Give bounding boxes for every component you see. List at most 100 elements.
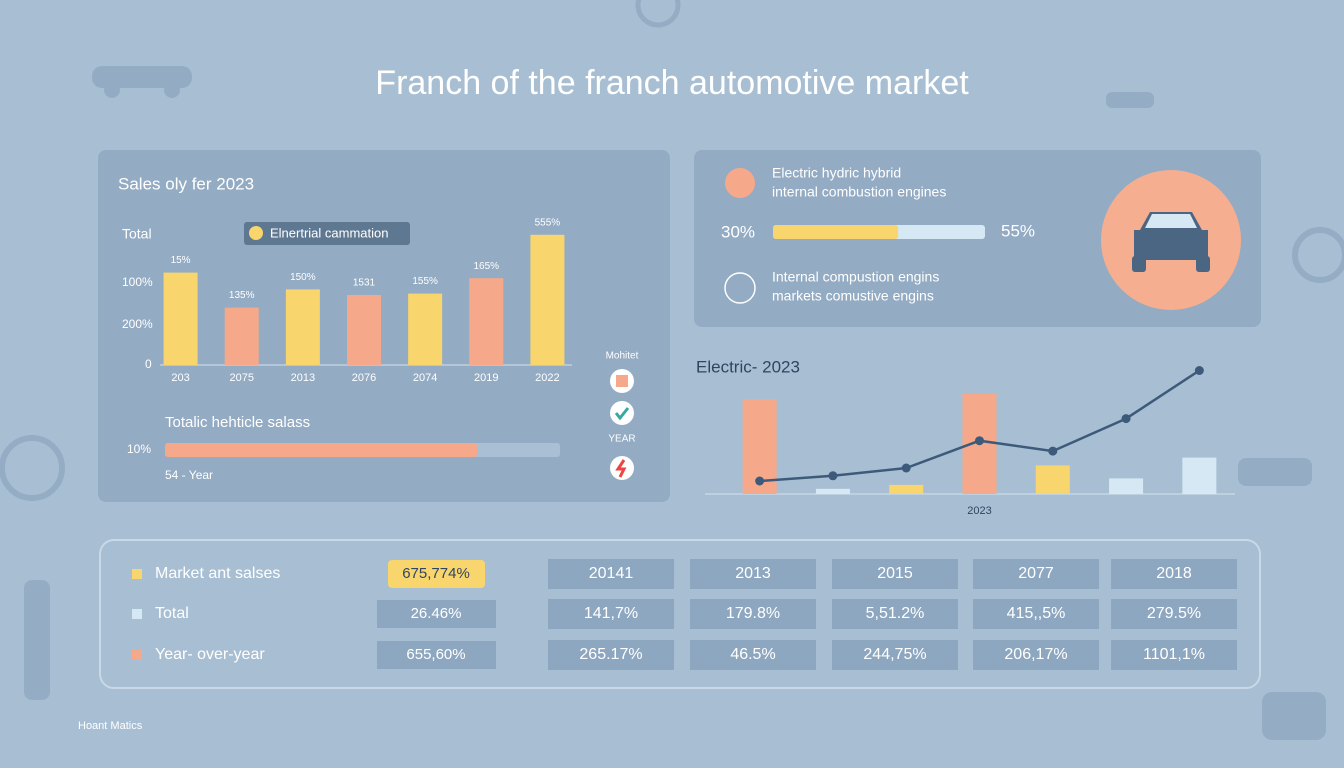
line-point bbox=[755, 476, 765, 486]
footer: Hoant Matics bbox=[78, 720, 143, 732]
bar bbox=[347, 295, 381, 365]
cell-text: 244,75% bbox=[863, 646, 926, 663]
cell bbox=[377, 641, 496, 669]
cell-text: 675,774% bbox=[402, 565, 470, 582]
legend-swatch bbox=[132, 609, 142, 619]
panel-heading: Sales oly fer 2023 bbox=[118, 174, 254, 193]
cell-text: 1101,1% bbox=[1143, 646, 1205, 663]
bar bbox=[1109, 478, 1144, 494]
bar-annotation: 135% bbox=[229, 290, 255, 301]
cell-text: 20141 bbox=[589, 565, 634, 582]
line-point bbox=[1048, 446, 1058, 456]
x-tick-label: 2019 bbox=[474, 372, 498, 384]
cell bbox=[832, 640, 958, 670]
cell-text: 2018 bbox=[1156, 565, 1192, 582]
cell-text: 415,,5% bbox=[1007, 605, 1066, 622]
cell bbox=[548, 640, 674, 670]
highlight-cell bbox=[388, 560, 485, 588]
cell-text: 46.5% bbox=[730, 646, 775, 663]
bar-annotation: 155% bbox=[412, 276, 438, 287]
panel bbox=[98, 150, 670, 502]
cell bbox=[690, 640, 816, 670]
bar bbox=[815, 488, 850, 494]
bar bbox=[408, 293, 443, 365]
bar bbox=[1035, 465, 1070, 494]
cell-text: 179.8% bbox=[726, 605, 780, 622]
cell bbox=[1111, 559, 1237, 589]
icon bbox=[724, 272, 756, 304]
bar bbox=[163, 272, 198, 365]
cell-text: 2015 bbox=[877, 565, 913, 582]
row-label: Year- over-year bbox=[155, 646, 265, 663]
cell bbox=[973, 640, 1099, 670]
side-icon bbox=[615, 459, 627, 478]
cell bbox=[832, 559, 958, 589]
bar bbox=[285, 289, 320, 365]
cell-text: 206,17% bbox=[1004, 646, 1067, 663]
cell-text: 655,60% bbox=[406, 646, 465, 663]
progress-fill bbox=[165, 443, 478, 457]
cell-text: 279.5% bbox=[1147, 605, 1201, 622]
x-tick-label: 2022 bbox=[535, 372, 559, 384]
cell-text: 265.17% bbox=[579, 646, 642, 663]
cell bbox=[548, 559, 674, 589]
bar-annotation: 15% bbox=[171, 255, 191, 266]
legend-icon bbox=[249, 226, 263, 240]
table: Market ant salses Total Year- over-year 675… bbox=[132, 559, 1237, 670]
line-point bbox=[1194, 366, 1204, 375]
pct-label: 55% bbox=[1001, 221, 1035, 240]
pct-label: 30% bbox=[721, 222, 755, 241]
cell-text: 141,7% bbox=[584, 605, 638, 622]
row-label: Market ant salses bbox=[155, 565, 280, 582]
line-point bbox=[828, 471, 838, 481]
side-icon bbox=[616, 375, 628, 387]
cell-text: 2077 bbox=[1018, 565, 1054, 582]
progress-caption: 54 - Year bbox=[165, 468, 213, 482]
chart-title: Electric- 2023 bbox=[696, 357, 800, 376]
panel-text: Electric hydric hybrid bbox=[772, 165, 901, 181]
cell-text: 5,51.2% bbox=[866, 605, 925, 622]
bar-annotation: 1531 bbox=[353, 278, 376, 289]
x-tick-label: 2076 bbox=[352, 372, 376, 384]
line-point bbox=[901, 463, 911, 473]
bar bbox=[530, 234, 565, 365]
cell-text: 2013 bbox=[735, 565, 771, 582]
bar bbox=[224, 307, 259, 365]
axis-label: 100% bbox=[122, 275, 153, 289]
side-icon bbox=[614, 407, 630, 421]
panel-text: markets comustive engins bbox=[772, 288, 934, 304]
row-label: Total bbox=[155, 605, 189, 622]
progress-title: Totalic hehticle salass bbox=[165, 414, 310, 431]
progress-label: 10% bbox=[127, 442, 151, 456]
legend-swatch bbox=[132, 569, 142, 579]
decorations bbox=[0, 0, 1344, 740]
bar-annotation: 150% bbox=[290, 272, 316, 283]
cell bbox=[832, 599, 958, 629]
x-tick-label: 2023 bbox=[967, 505, 991, 517]
legend-chip bbox=[244, 222, 410, 245]
bar-annotation: 165% bbox=[473, 261, 499, 272]
panel-text: Internal compustion engins bbox=[772, 269, 939, 285]
line-point bbox=[975, 436, 984, 446]
cell-text: 26.46% bbox=[411, 605, 462, 622]
bar-annotation: 555% bbox=[535, 217, 561, 228]
legend-swatch bbox=[132, 650, 142, 660]
axis-label: 0 bbox=[145, 357, 152, 371]
car-window bbox=[1145, 214, 1197, 228]
legend-label: Elnertrial cammation bbox=[270, 225, 389, 240]
side-icon bbox=[610, 401, 634, 425]
cell bbox=[690, 599, 816, 629]
icon bbox=[725, 168, 755, 198]
cell bbox=[973, 559, 1099, 589]
bar bbox=[889, 484, 924, 494]
panel-text: internal combustion engines bbox=[772, 184, 946, 200]
side-label: Mohitet bbox=[606, 351, 639, 362]
bar bbox=[1182, 457, 1217, 494]
page-title: Franch of the franch automotive market bbox=[375, 64, 969, 102]
cell bbox=[377, 600, 496, 628]
cell bbox=[548, 599, 674, 629]
cell bbox=[690, 559, 816, 589]
cell bbox=[973, 599, 1099, 629]
cell bbox=[1111, 640, 1237, 670]
